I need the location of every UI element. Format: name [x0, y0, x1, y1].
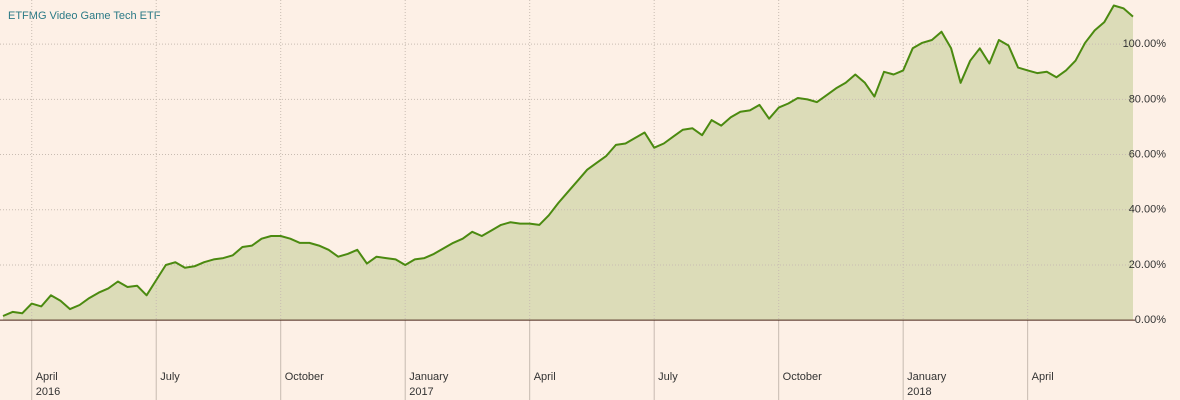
x-tick-label: October [782, 371, 822, 383]
y-tick-label: 100.00% [1123, 38, 1167, 50]
chart-title: ETFMG Video Game Tech ETF [8, 10, 161, 22]
y-tick-label: 20.00% [1129, 259, 1167, 271]
x-tick-label: July [658, 371, 678, 383]
y-tick-label: 0.00% [1135, 314, 1166, 326]
x-tick-label: January 2018 [907, 371, 947, 398]
y-tick-label: 60.00% [1129, 148, 1167, 160]
x-tick-label: July [160, 371, 180, 383]
x-tick-label: April [1031, 371, 1054, 383]
x-tick-label: January 2017 [409, 371, 449, 398]
line [2, 4, 1134, 317]
x-tick-label: April [533, 371, 556, 383]
y-tick-label: 80.00% [1129, 93, 1167, 105]
area [3, 5, 1133, 321]
x-tick-label: April 2016 [35, 371, 61, 398]
y-tick-label: 40.00% [1129, 204, 1167, 216]
x-tick-label: October [284, 371, 324, 383]
